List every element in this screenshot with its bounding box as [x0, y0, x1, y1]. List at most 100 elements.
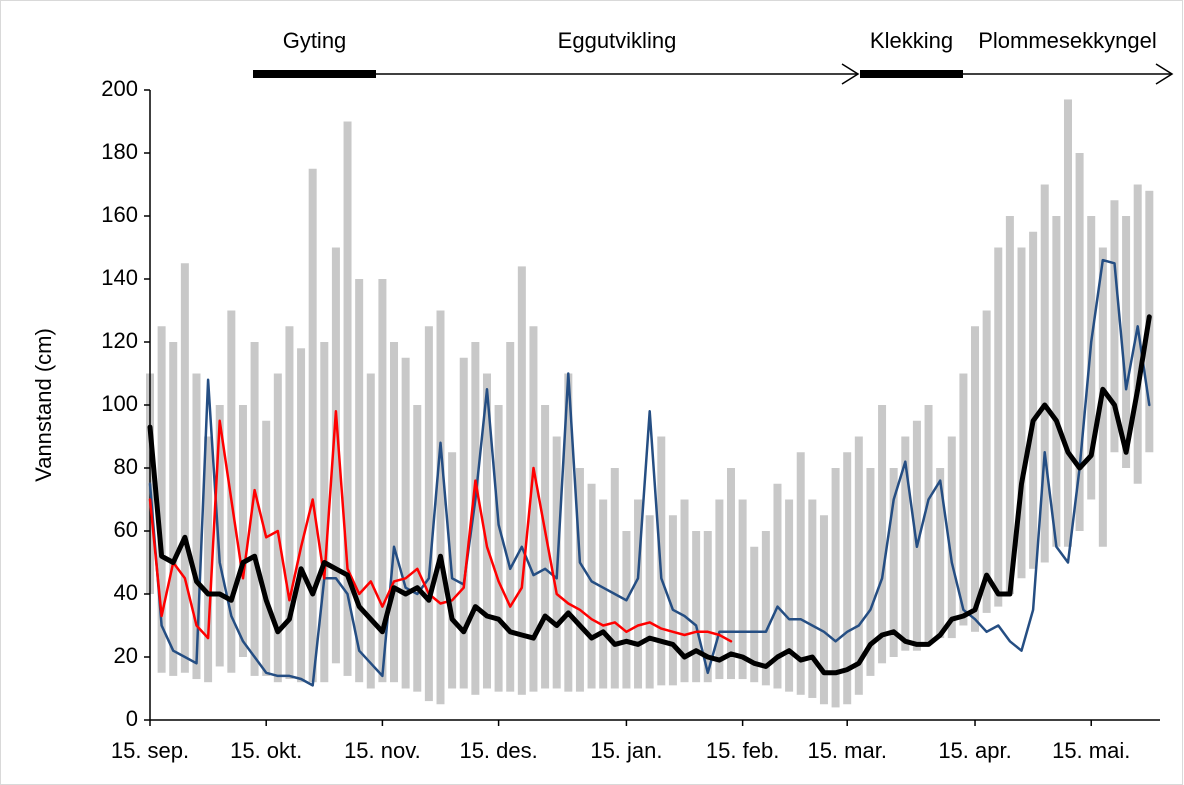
- range-bar: [819, 515, 828, 705]
- range-bar: [599, 499, 608, 689]
- range-bar: [308, 168, 317, 683]
- range-bar: [564, 373, 573, 692]
- y-tick-label: 160: [101, 202, 138, 227]
- range-bar: [854, 436, 863, 695]
- range-bar: [750, 546, 759, 683]
- y-tick-label: 20: [114, 643, 138, 668]
- range-bar: [808, 499, 817, 698]
- y-tick-label: 120: [101, 328, 138, 353]
- range-bar: [413, 405, 422, 692]
- range-bar: [715, 499, 724, 680]
- data-line: [148, 410, 733, 643]
- phase-label: Gyting: [283, 28, 347, 53]
- range-bar: [703, 531, 712, 683]
- x-tick-label: 15. mar.: [807, 738, 886, 763]
- y-axis-label: Vannstand (cm): [31, 328, 56, 482]
- range-bar: [994, 247, 1003, 607]
- y-tick-label: 100: [101, 391, 138, 416]
- range-bar: [645, 515, 654, 689]
- data-line: [147, 314, 1152, 676]
- range-bar: [843, 452, 852, 705]
- range-bar: [331, 247, 340, 664]
- range-bar: [320, 342, 329, 683]
- range-bar: [506, 342, 515, 692]
- range-bar: [355, 279, 364, 683]
- range-bar: [262, 420, 271, 676]
- range-bar: [878, 405, 887, 664]
- x-tick-label: 15. jan.: [590, 738, 662, 763]
- range-bar: [273, 373, 282, 683]
- range-bar: [866, 468, 875, 676]
- range-bar: [1110, 200, 1119, 453]
- range-bar: [889, 468, 898, 657]
- y-tick-label: 80: [114, 454, 138, 479]
- range-bar: [482, 373, 491, 689]
- range-bar: [343, 121, 352, 676]
- x-tick-label: 15. apr.: [938, 738, 1011, 763]
- range-bar: [494, 405, 503, 692]
- range-bar: [1005, 216, 1014, 594]
- x-tick-label: 15. nov.: [344, 738, 421, 763]
- range-bar: [541, 405, 550, 689]
- range-bar: [947, 436, 956, 639]
- range-bar: [936, 468, 945, 639]
- range-bar: [1052, 216, 1061, 547]
- y-tick-label: 140: [101, 265, 138, 290]
- y-tick-label: 0: [126, 706, 138, 731]
- range-bar: [297, 348, 306, 683]
- range-bar: [180, 263, 189, 673]
- range-bar: [1063, 99, 1072, 547]
- range-bar: [831, 468, 840, 708]
- range-bar: [471, 342, 480, 695]
- phase-arrowhead: [1155, 63, 1174, 85]
- range-bar: [1087, 216, 1096, 500]
- range-bar: [982, 310, 991, 613]
- x-tick-label: 15. feb.: [706, 738, 779, 763]
- range-bar: [610, 468, 619, 689]
- phase-label: Plommesekkyngel: [978, 28, 1157, 53]
- range-bar: [959, 373, 968, 626]
- range-bar: [436, 310, 445, 705]
- range-bar: [1029, 231, 1038, 569]
- range-bar: [634, 499, 643, 689]
- range-bar: [668, 515, 677, 686]
- range-bar: [215, 405, 224, 667]
- range-bar: [459, 357, 468, 689]
- range-bar: [401, 357, 410, 689]
- range-bar: [971, 326, 980, 632]
- range-bar: [204, 436, 213, 683]
- range-bar: [587, 483, 596, 689]
- y-tick-label: 180: [101, 139, 138, 164]
- range-bar: [424, 326, 433, 702]
- y-tick-label: 200: [101, 76, 138, 101]
- phase-label: Eggutvikling: [558, 28, 677, 53]
- range-bar: [692, 531, 701, 683]
- range-bar: [773, 483, 782, 689]
- range-bar: [390, 342, 399, 683]
- range-bar: [622, 531, 631, 689]
- range-bar: [1122, 216, 1131, 468]
- range-bar: [1040, 184, 1049, 563]
- phase-arrowhead: [841, 63, 860, 85]
- range-bar: [912, 420, 921, 651]
- range-bar: [727, 468, 735, 680]
- range-bar: [157, 326, 166, 673]
- range-bar: [169, 342, 178, 676]
- x-tick-label: 15. sep.: [111, 738, 189, 763]
- range-bar: [796, 452, 805, 695]
- range-bar: [250, 342, 259, 676]
- range-bar: [517, 266, 526, 695]
- x-tick-label: 15. mai.: [1052, 738, 1130, 763]
- range-bar: [1017, 247, 1026, 579]
- range-bar: [761, 531, 770, 686]
- plot-area: Gyting Eggutvikling Klekking Plommesekkynge…: [101, 28, 1174, 763]
- range-bar: [192, 373, 201, 680]
- x-tick-label: 15. okt.: [230, 738, 302, 763]
- range-bar: [1075, 153, 1084, 531]
- range-bar: [785, 499, 794, 692]
- range-bar: [366, 373, 375, 689]
- phase-label: Klekking: [870, 28, 953, 53]
- range-bar: [924, 405, 933, 645]
- data-line: [148, 258, 1151, 687]
